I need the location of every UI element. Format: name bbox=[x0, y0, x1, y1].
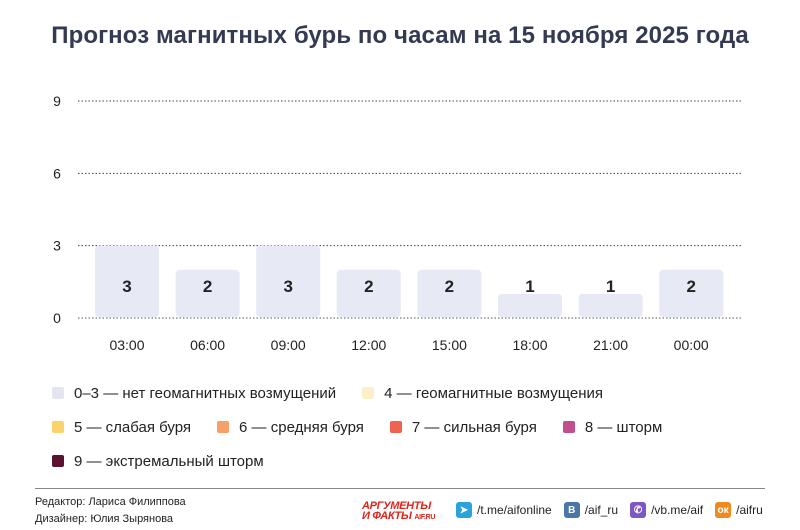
social-links: ➤ /t.me/aifonline В /aif_ru ✆ /vb.me/aif… bbox=[456, 502, 775, 518]
legend-item-storm: 8 — шторм bbox=[562, 418, 663, 436]
data-label: 3 bbox=[122, 277, 131, 296]
legend-swatch-medium bbox=[217, 421, 230, 433]
logo-domain: AIF.RU bbox=[414, 514, 436, 521]
odnoklassniki-icon: ок bbox=[715, 502, 732, 518]
legend-swatch-weak bbox=[52, 421, 64, 433]
legend-swatch-strong bbox=[389, 421, 402, 433]
legend-label-weak: 5 — слабая буря bbox=[74, 418, 192, 436]
x-tick-label: 06:00 bbox=[190, 337, 225, 353]
x-tick-label: 12:00 bbox=[351, 337, 386, 353]
bar bbox=[578, 293, 643, 317]
legend-row-1: 0–3 — нет геомагнитных возмущений 4 — ге… bbox=[52, 382, 772, 404]
x-tick-label: 18:00 bbox=[512, 337, 547, 353]
bar bbox=[256, 245, 321, 317]
legend-label-storm: 8 — шторм bbox=[584, 418, 663, 436]
bar bbox=[95, 245, 159, 317]
legend-item-disturbance: 4 — геомагнитные возмущения bbox=[362, 385, 603, 402]
y-tick-label: 0 bbox=[53, 310, 61, 326]
social-telegram-label: /t.me/aifonline bbox=[477, 503, 552, 517]
aif-logo-text: АРГУМЕНТЫ И ФАКТЫ AIF.RU bbox=[362, 501, 435, 523]
logo-line-2: И ФАКТЫ bbox=[362, 510, 412, 522]
bar bbox=[498, 293, 562, 317]
legend-swatch-disturbance bbox=[362, 387, 375, 399]
viber-icon: ✆ bbox=[630, 502, 647, 518]
editor-credit: Редактор: Лариса Филиппова bbox=[35, 496, 186, 508]
bar bbox=[659, 269, 724, 317]
data-label: 2 bbox=[203, 277, 212, 296]
bar bbox=[336, 269, 401, 317]
legend-item-strong: 7 — сильная буря bbox=[389, 418, 537, 436]
footer-divider bbox=[35, 488, 765, 489]
logo-line-1: АРГУМЕНТЫ bbox=[362, 500, 431, 512]
bar-chart: 0 3 6 9 3 03:00 2 06:00 3 09:00 2 12:00 2 15:00 1 18:00… bbox=[53, 93, 742, 353]
aif-logo[interactable]: АРГУМЕНТЫ И ФАКТЫ AIF.RU bbox=[362, 501, 435, 523]
legend: 0–3 — нет геомагнитных возмущений 4 — ге… bbox=[52, 382, 772, 484]
x-tick-label: 09:00 bbox=[271, 337, 306, 353]
legend-item-calm: 0–3 — нет геомагнитных возмущений bbox=[52, 385, 336, 402]
legend-swatch-calm bbox=[52, 387, 64, 399]
social-vk[interactable]: В /aif_ru bbox=[563, 502, 619, 518]
social-viber-label: /vb.me/aif bbox=[651, 503, 704, 517]
data-label: 1 bbox=[525, 277, 534, 296]
data-label: 2 bbox=[686, 277, 695, 296]
legend-row-2: 5 — слабая буря 6 — средняя буря 7 — сил… bbox=[52, 416, 772, 438]
social-telegram[interactable]: ➤ /t.me/aifonline bbox=[456, 502, 552, 518]
social-viber[interactable]: ✆ /vb.me/aif bbox=[630, 502, 703, 518]
x-tick-label: 03:00 bbox=[109, 337, 144, 353]
legend-item-weak: 5 — слабая буря bbox=[52, 419, 191, 436]
social-odnoklassniki[interactable]: ок /aifru bbox=[715, 502, 763, 518]
data-label: 2 bbox=[364, 277, 373, 296]
legend-row-3: 9 — экстремальный шторм bbox=[52, 450, 772, 472]
data-label: 1 bbox=[606, 277, 615, 296]
telegram-icon: ➤ bbox=[456, 502, 472, 518]
legend-label-calm: 0–3 — нет геомагнитных возмущений bbox=[74, 384, 337, 402]
social-odnoklassniki-label: /aifru bbox=[736, 503, 763, 517]
social-vk-label: /aif_ru bbox=[584, 503, 619, 517]
x-tick-label: 15:00 bbox=[432, 337, 467, 353]
x-tick-label: 21:00 bbox=[593, 337, 628, 353]
y-tick-label: 9 bbox=[53, 93, 61, 109]
credits: Редактор: Лариса Филиппова Дизайнер: Юли… bbox=[35, 494, 186, 528]
data-label: 3 bbox=[283, 277, 292, 296]
vk-icon: В bbox=[563, 502, 580, 518]
y-tick-label: 6 bbox=[53, 165, 61, 181]
designer-credit: Дизайнер: Юлия Зырянова bbox=[35, 513, 174, 525]
legend-swatch-storm bbox=[562, 421, 575, 433]
legend-label-medium: 6 — средняя буря bbox=[239, 418, 364, 436]
legend-label-strong: 7 — сильная буря bbox=[411, 418, 537, 436]
legend-item-medium: 6 — средняя буря bbox=[217, 419, 364, 436]
x-tick-label: 00:00 bbox=[674, 337, 709, 353]
chart-title: Прогноз магнитных бурь по часам на 15 но… bbox=[51, 22, 749, 49]
bar bbox=[417, 269, 482, 317]
bar bbox=[175, 269, 240, 317]
y-tick-label: 3 bbox=[53, 238, 61, 254]
legend-label-extreme: 9 — экстремальный шторм bbox=[74, 452, 264, 470]
legend-item-extreme: 9 — экстремальный шторм bbox=[52, 453, 264, 470]
legend-label-disturbance: 4 — геомагнитные возмущения bbox=[384, 384, 604, 402]
data-label: 2 bbox=[445, 277, 454, 296]
legend-swatch-extreme bbox=[52, 455, 64, 467]
